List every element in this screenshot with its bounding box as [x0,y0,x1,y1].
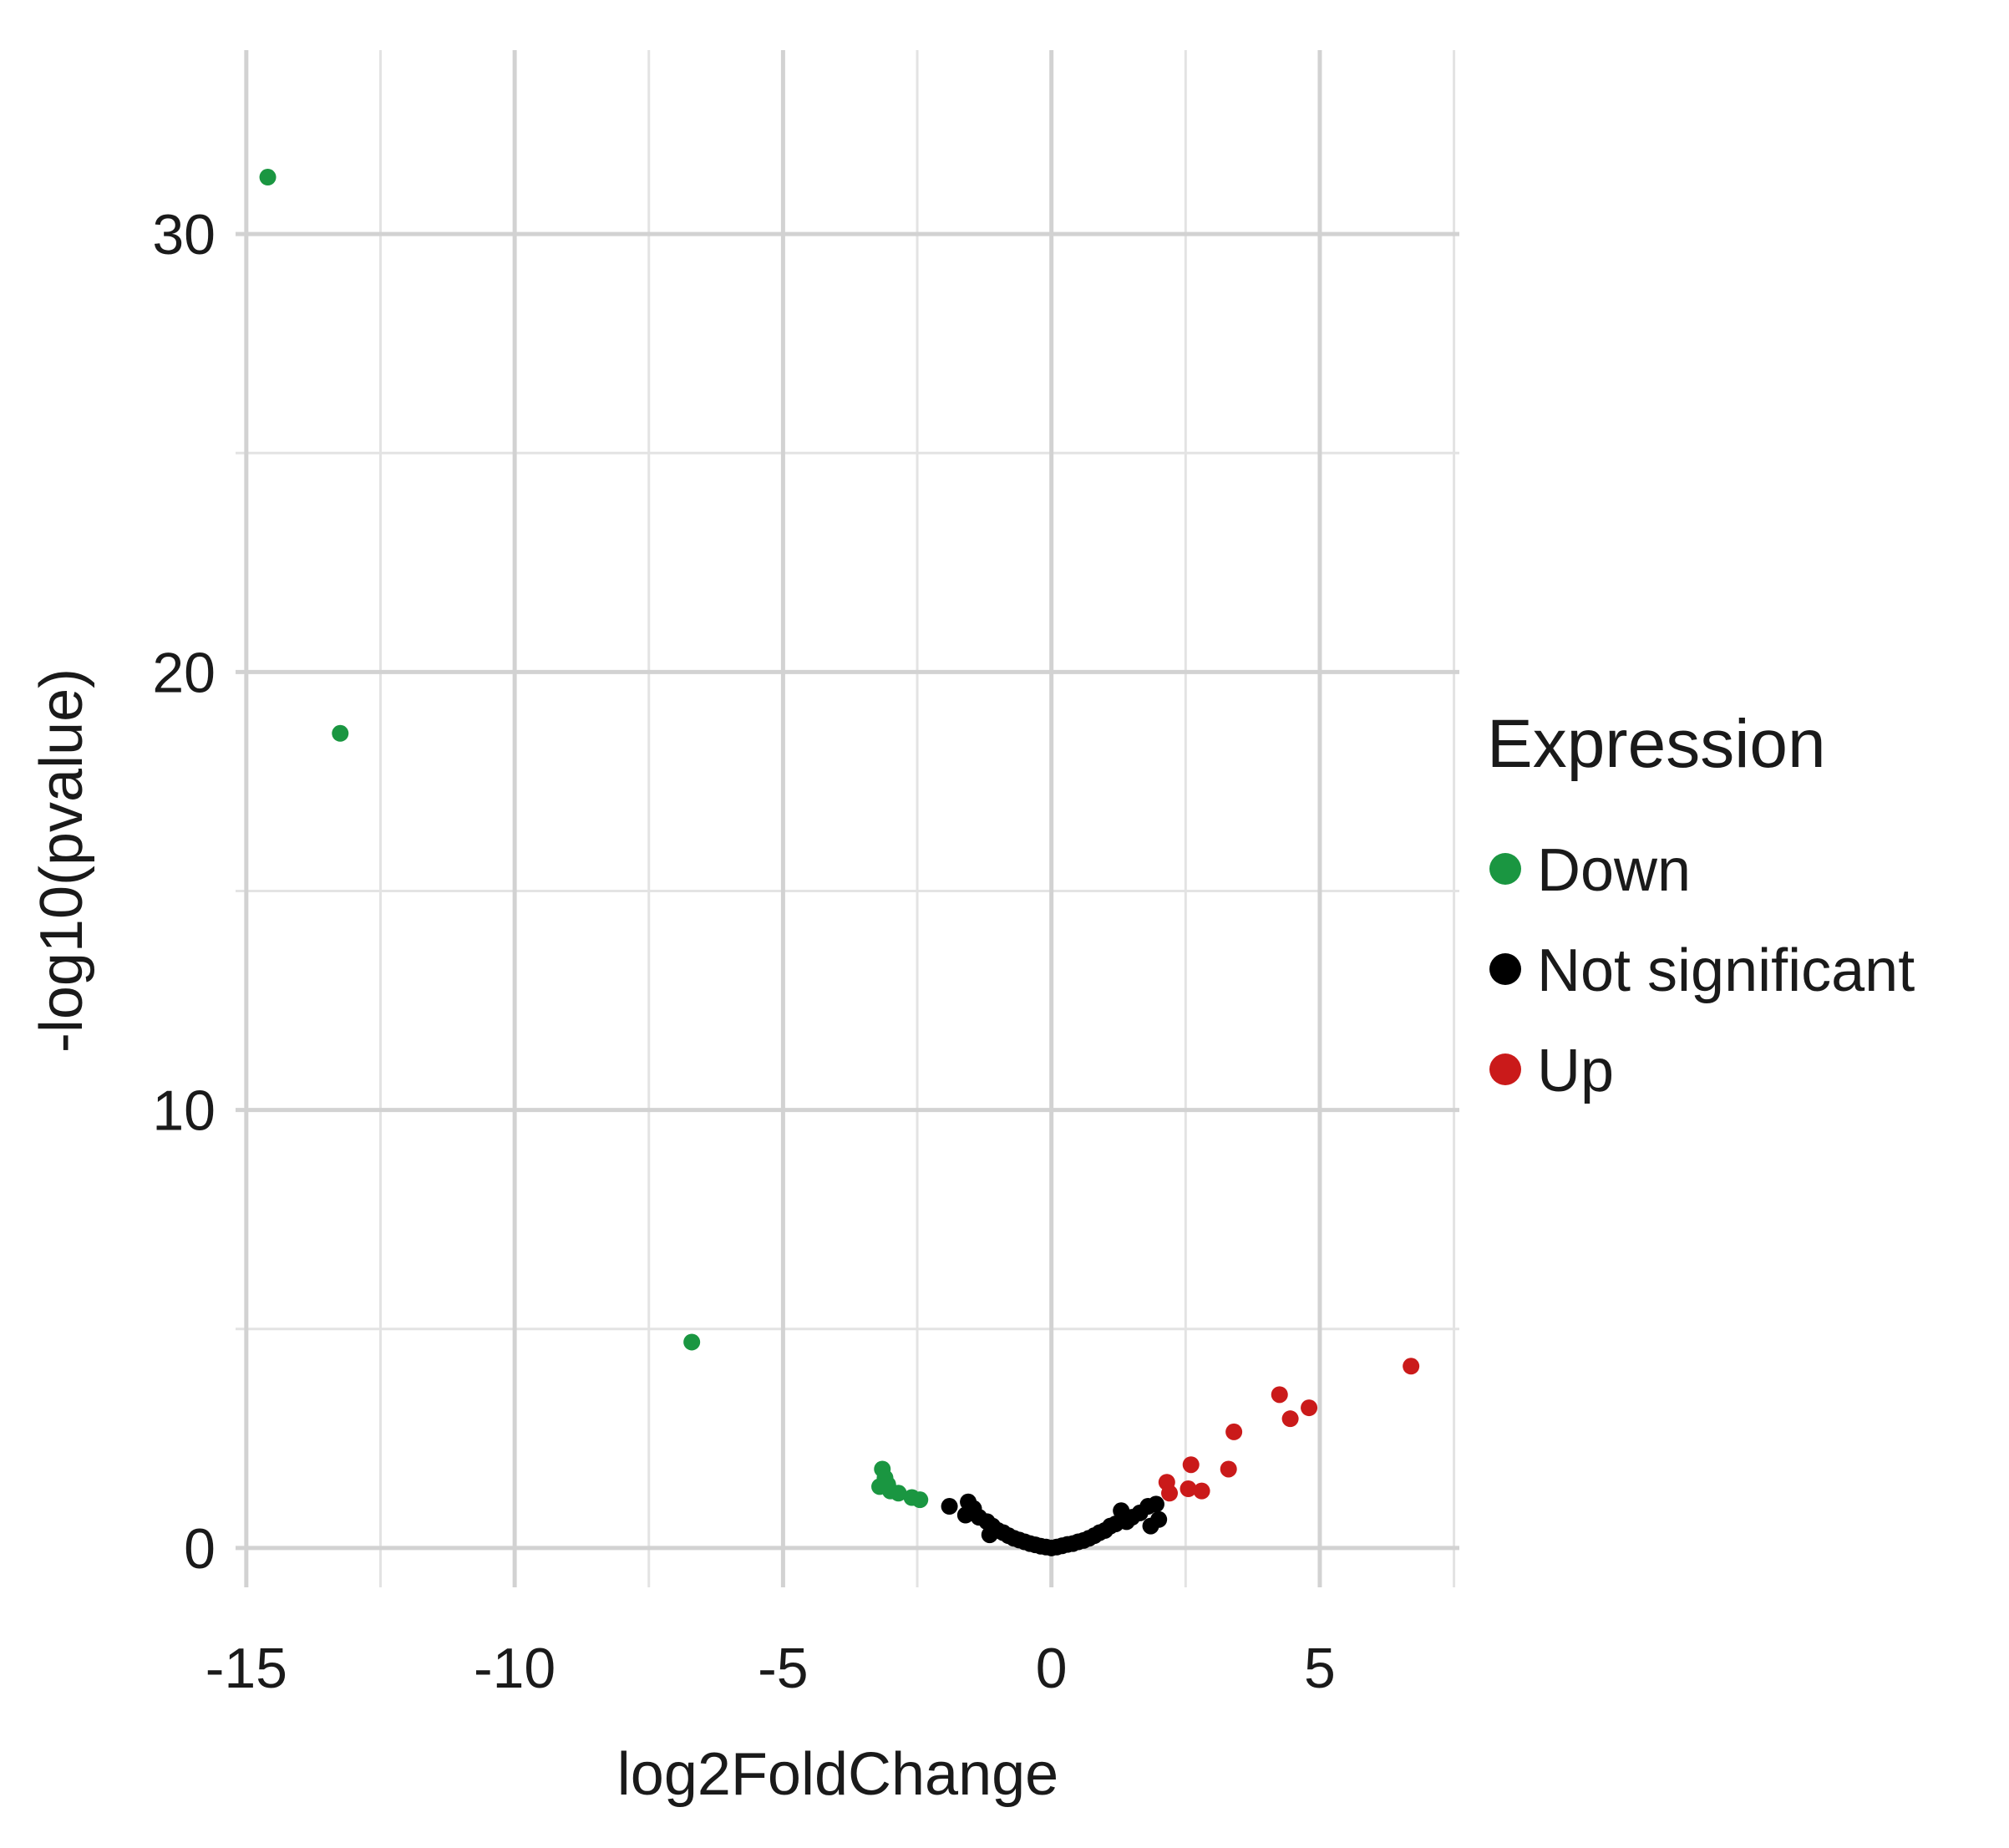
point-up [1271,1386,1288,1404]
point-not-significant [981,1526,998,1544]
point-not-significant [956,1506,974,1524]
point-up [1225,1423,1243,1440]
point-up [1301,1399,1318,1417]
x-axis-tick-labels: -15 -10 -5 0 5 [205,1637,1336,1700]
point-up [1220,1460,1237,1478]
point-up [1193,1482,1210,1500]
data-points [259,169,1420,1556]
major-gridlines [236,50,1459,1587]
y-axis-tick-labels: 0 10 20 30 [152,203,216,1581]
x-tick-label: 5 [1304,1637,1336,1700]
point-down [879,1475,896,1493]
legend-label-down: Down [1537,837,1691,904]
point-down [259,169,276,186]
x-tick-label: 0 [1036,1637,1068,1700]
point-up [1180,1480,1197,1498]
legend-key-up [1489,1053,1521,1085]
x-tick-label: -5 [758,1637,808,1700]
legend-items: Down Not significant Up [1489,837,1915,1104]
legend-label-not-significant: Not significant [1537,937,1915,1004]
legend-title: Expression [1487,706,1826,782]
point-up [1403,1358,1420,1375]
y-tick-label: 30 [152,203,216,267]
x-axis-title: log2FoldChange [617,1741,1058,1808]
y-tick-label: 0 [184,1517,216,1581]
point-up [1281,1410,1299,1428]
point-up [1182,1456,1200,1474]
point-not-significant [1150,1510,1168,1528]
minor-gridlines [236,50,1459,1587]
point-down [683,1333,701,1351]
point-not-significant [941,1498,958,1515]
y-axis-title: -log10(pvalue) [28,668,95,1053]
point-down [332,724,349,742]
legend-key-not-significant [1489,953,1521,985]
legend: Expression Down Not significant Up [1487,706,1915,1104]
legend-label-up: Up [1537,1038,1614,1104]
x-tick-label: -15 [205,1637,287,1700]
legend-key-down [1489,853,1521,885]
y-tick-label: 20 [152,641,216,704]
y-tick-label: 10 [152,1079,216,1143]
x-tick-label: -10 [474,1637,556,1700]
point-not-significant [1147,1495,1164,1513]
point-up [1161,1485,1179,1502]
point-down [911,1491,929,1509]
